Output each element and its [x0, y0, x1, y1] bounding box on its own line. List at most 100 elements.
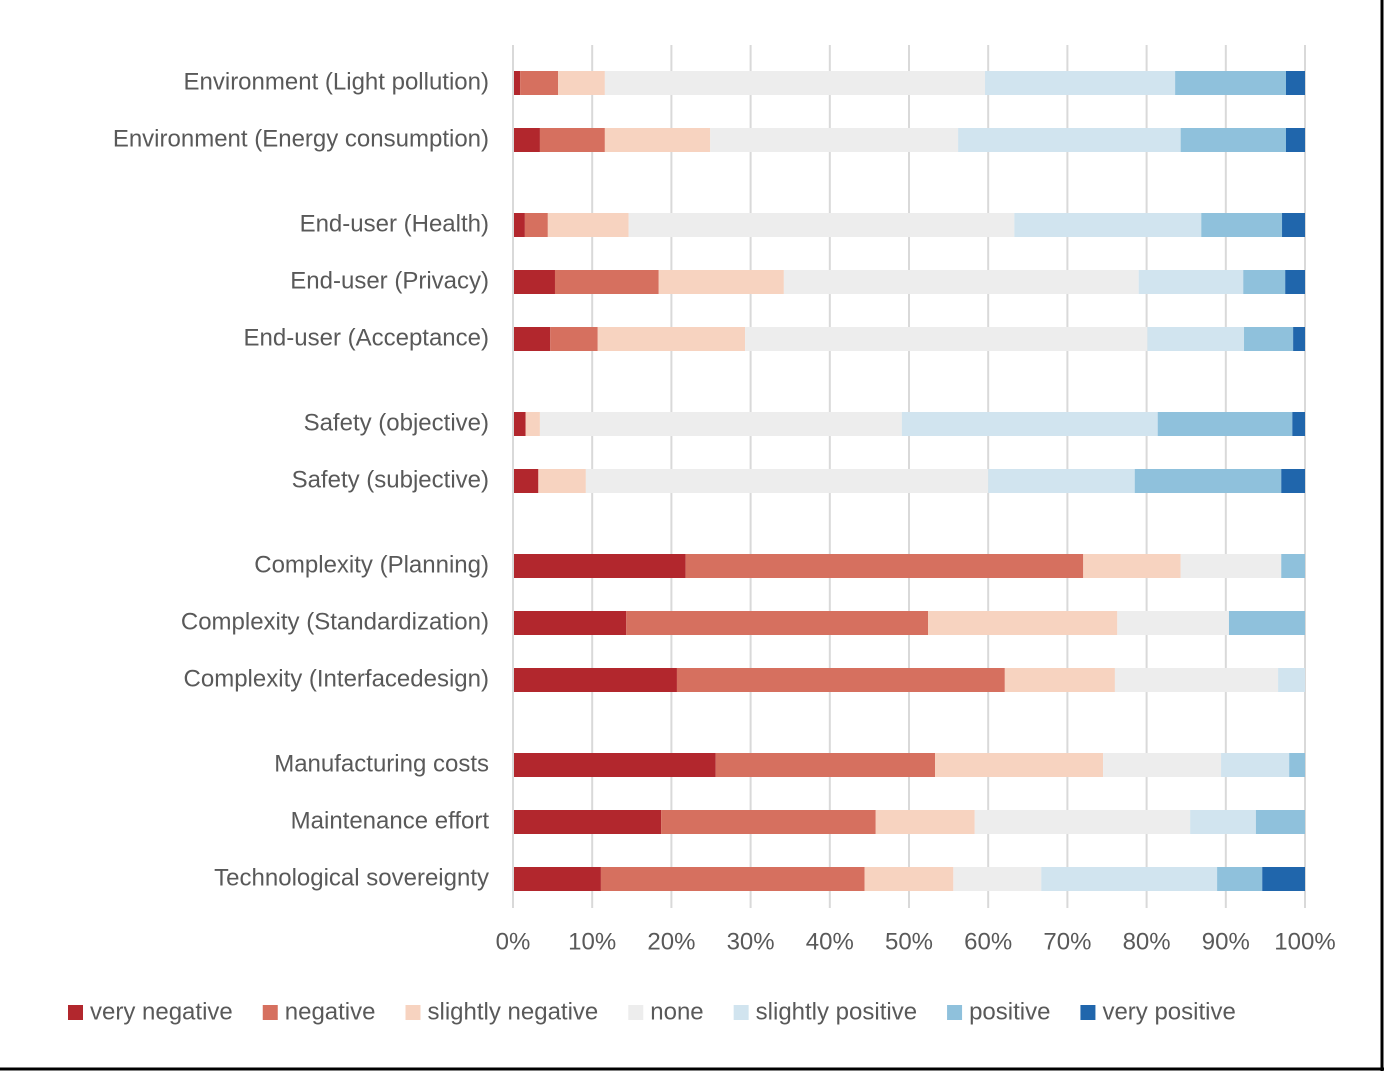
bar-segment [1289, 753, 1305, 777]
legend-label: negative [285, 998, 376, 1025]
bar-segment [1134, 469, 1282, 493]
bar-segment [513, 469, 539, 493]
bar-segment [520, 71, 559, 95]
bar-segment [513, 270, 555, 294]
bar-segment [513, 810, 662, 834]
x-tick-label: 20% [647, 928, 695, 955]
x-tick-label: 80% [1123, 928, 1171, 955]
bar-segment [513, 867, 601, 891]
bar-segment [1255, 810, 1305, 834]
legend-label: slightly negative [428, 998, 599, 1025]
bar-segment [1217, 867, 1263, 891]
bar-segment [1147, 327, 1245, 351]
bar-segment [626, 611, 929, 635]
legend-swatch [628, 1005, 644, 1020]
y-tick-label: Manufacturing costs [274, 750, 489, 777]
x-tick-label: 70% [1043, 928, 1091, 955]
y-tick-label: Safety (subjective) [292, 466, 489, 493]
bar-segment [513, 213, 525, 237]
bar-segment [974, 810, 1191, 834]
bar-segment [745, 327, 1148, 351]
bar-segment [1244, 327, 1294, 351]
bar-segment [513, 554, 686, 578]
y-tick-label: Environment (Light pollution) [184, 68, 490, 95]
bar-segment [1285, 128, 1305, 152]
bar-segment [1180, 128, 1286, 152]
bar-segment [1157, 412, 1293, 436]
bar-segment [1138, 270, 1244, 294]
y-tick-label: Maintenance effort [291, 807, 490, 834]
bar-segment [1114, 668, 1279, 692]
bar-segment [538, 469, 586, 493]
bar-segment [1041, 867, 1218, 891]
bar-segment [1014, 213, 1202, 237]
bar-segment [1221, 753, 1290, 777]
y-tick-label: Complexity (Interfacedesign) [184, 665, 489, 692]
bar-segment [1285, 270, 1305, 294]
bar-segment [513, 128, 540, 152]
legend-label: very positive [1102, 998, 1235, 1025]
x-tick-label: 0% [496, 928, 531, 955]
bar-segment [597, 327, 746, 351]
legend-swatch [1080, 1005, 1096, 1020]
bar-segment [539, 128, 605, 152]
x-tick-label: 40% [806, 928, 854, 955]
bar-segment [1278, 668, 1305, 692]
bar-segment [513, 412, 526, 436]
legend-label: very negative [90, 998, 233, 1025]
bar-segment [1004, 668, 1115, 692]
bar-segment [513, 668, 677, 692]
bar-segment [1083, 554, 1181, 578]
bar-segment [1190, 810, 1256, 834]
bar-segment [685, 554, 1084, 578]
bar-segment [864, 867, 954, 891]
bar-segment [600, 867, 865, 891]
legend-swatch [405, 1005, 421, 1020]
y-tick-label: Safety (objective) [304, 409, 489, 436]
legend-swatch [947, 1005, 963, 1020]
legend-swatch [262, 1005, 278, 1020]
legend-swatch [68, 1005, 83, 1020]
bar-segment [547, 213, 629, 237]
bar-segment [1285, 71, 1305, 95]
bar-segment [988, 469, 1135, 493]
bar-segment [935, 753, 1104, 777]
bar-segment [715, 753, 936, 777]
bar-segment [513, 753, 716, 777]
bar-segment [1281, 554, 1305, 578]
bar-segment [901, 412, 1158, 436]
y-tick-label: Complexity (Standardization) [181, 608, 489, 635]
bar-segment [513, 327, 551, 351]
bar-segment [1201, 213, 1283, 237]
y-tick-label: Complexity (Planning) [254, 551, 489, 578]
bar-segment [783, 270, 1139, 294]
bar-segment [1180, 554, 1282, 578]
bar-segment [1292, 412, 1305, 436]
bar-segment [513, 611, 627, 635]
bar-segment [539, 412, 902, 436]
y-tick-label: End-user (Acceptance) [244, 324, 489, 351]
bar-segment [628, 213, 1015, 237]
bar-segment [525, 412, 540, 436]
y-tick-label: End-user (Health) [300, 210, 489, 237]
legend-label: slightly positive [756, 998, 917, 1025]
y-tick-label: End-user (Privacy) [290, 267, 489, 294]
bar-segment [1282, 213, 1305, 237]
bar-segment [953, 867, 1042, 891]
bar-segment [1281, 469, 1305, 493]
bar-segment [985, 71, 1176, 95]
x-tick-label: 60% [964, 928, 1012, 955]
bar-segment [604, 71, 986, 95]
bar-segment [928, 611, 1118, 635]
bar-segment [958, 128, 1181, 152]
bar-segment [1243, 270, 1286, 294]
x-tick-label: 100% [1274, 928, 1335, 955]
bar-segment [1103, 753, 1222, 777]
bar-segment [585, 469, 989, 493]
bar-segment [558, 71, 605, 95]
bar-segment [1228, 611, 1305, 635]
bar-segment [1262, 867, 1305, 891]
y-tick-label: Environment (Energy consumption) [113, 125, 489, 152]
